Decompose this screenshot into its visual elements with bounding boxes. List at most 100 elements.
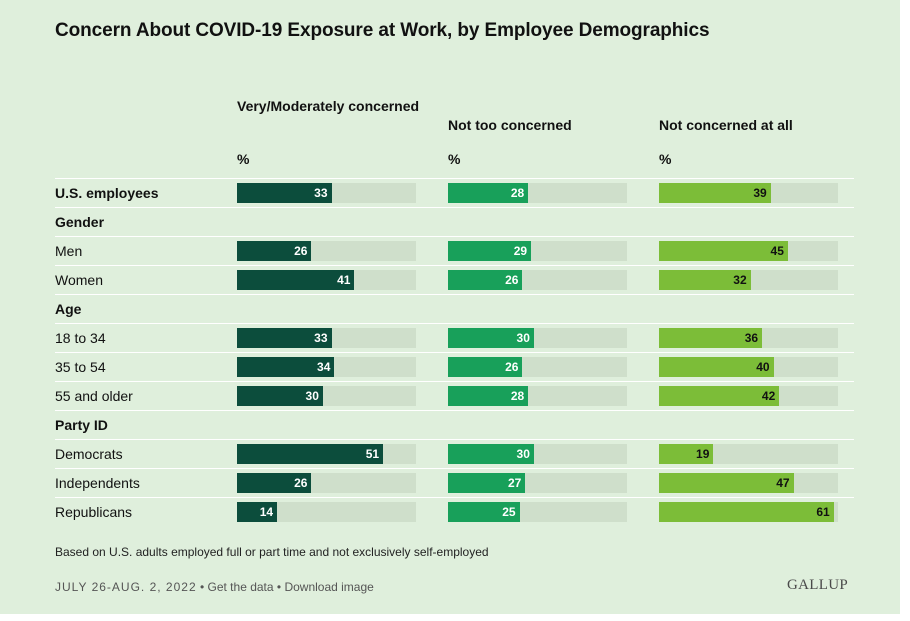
column-header-very-moderately: Very/Moderately concerned xyxy=(237,98,420,114)
bar: 42 xyxy=(659,386,780,406)
bar-track: 26 xyxy=(237,241,416,261)
bar-track: 40 xyxy=(659,357,838,377)
row-label: Democrats xyxy=(55,446,123,462)
chart-title: Concern About COVID-19 Exposure at Work,… xyxy=(55,20,710,41)
row-divider xyxy=(55,323,854,324)
row-divider xyxy=(55,439,854,440)
bar: 33 xyxy=(237,328,332,348)
footnote: Based on U.S. adults employed full or pa… xyxy=(55,545,489,559)
unit-label-not-at-all: % xyxy=(659,151,672,167)
bar-value-label: 28 xyxy=(510,389,525,403)
bar: 51 xyxy=(237,444,384,464)
survey-date: JULY 26-AUG. 2, 2022 xyxy=(55,580,197,594)
bar: 27 xyxy=(448,473,526,493)
group-header: Party ID xyxy=(55,417,108,433)
bar-value-label: 19 xyxy=(696,447,710,461)
bar-track: 41 xyxy=(237,270,416,290)
bar-track: 30 xyxy=(448,444,627,464)
bar-value-label: 42 xyxy=(761,389,776,403)
bar: 19 xyxy=(659,444,714,464)
row-divider xyxy=(55,236,854,237)
bar-track: 34 xyxy=(237,357,416,377)
bar: 30 xyxy=(237,386,323,406)
bar-value-label: 27 xyxy=(507,476,522,490)
bar: 36 xyxy=(659,328,763,348)
bar-track: 29 xyxy=(448,241,627,261)
group-header: Gender xyxy=(55,214,105,230)
bar-value-label: 26 xyxy=(505,273,519,287)
footer: JULY 26-AUG. 2, 2022 • Get the data • Do… xyxy=(55,580,374,594)
bar-track: 39 xyxy=(659,183,838,203)
bar-value-label: 41 xyxy=(337,273,351,287)
bar-track: 26 xyxy=(448,270,627,290)
group-header: Age xyxy=(55,301,82,317)
bar-value-label: 14 xyxy=(259,505,274,519)
row-divider xyxy=(55,381,854,382)
bar: 34 xyxy=(237,357,335,377)
row-divider xyxy=(55,352,854,353)
bar-track: 47 xyxy=(659,473,838,493)
bar-value-label: 30 xyxy=(516,447,530,461)
bar-value-label: 25 xyxy=(502,505,516,519)
unit-label-very-moderately: % xyxy=(237,151,250,167)
bar-track: 36 xyxy=(659,328,838,348)
row-label: U.S. employees xyxy=(55,185,159,201)
bar: 30 xyxy=(448,328,534,348)
row-label: Republicans xyxy=(55,504,133,520)
bar-value-label: 32 xyxy=(733,273,747,287)
unit-label-not-too: % xyxy=(448,151,461,167)
bar-value-label: 40 xyxy=(756,360,770,374)
bar: 14 xyxy=(237,502,278,522)
bar-track: 27 xyxy=(448,473,627,493)
bar: 33 xyxy=(237,183,332,203)
row-divider xyxy=(55,410,854,411)
bar-value-label: 33 xyxy=(314,186,328,200)
download-image-link[interactable]: • Download image xyxy=(276,580,374,594)
bar-track: 51 xyxy=(237,444,416,464)
bar: 45 xyxy=(659,241,788,261)
bar: 30 xyxy=(448,444,534,464)
bar-track: 30 xyxy=(448,328,627,348)
bar-value-label: 33 xyxy=(314,331,328,345)
bar-value-label: 30 xyxy=(305,389,319,403)
bar-track: 25 xyxy=(448,502,627,522)
bar-value-label: 28 xyxy=(510,186,525,200)
bar-track: 33 xyxy=(237,183,416,203)
bar: 32 xyxy=(659,270,751,290)
bar: 39 xyxy=(659,183,771,203)
bar-value-label: 26 xyxy=(505,360,519,374)
bar: 40 xyxy=(659,357,774,377)
bar: 26 xyxy=(448,357,523,377)
bar-track: 45 xyxy=(659,241,838,261)
bar-value-label: 39 xyxy=(753,186,767,200)
row-divider xyxy=(55,265,854,266)
bar: 29 xyxy=(448,241,532,261)
bar-track: 26 xyxy=(237,473,416,493)
bar-value-label: 34 xyxy=(317,360,331,374)
bar-track: 28 xyxy=(448,386,627,406)
bar-track: 32 xyxy=(659,270,838,290)
row-label: 35 to 54 xyxy=(55,359,106,375)
bar-track: 19 xyxy=(659,444,838,464)
bar-track: 28 xyxy=(448,183,627,203)
bar-value-label: 26 xyxy=(294,244,308,258)
bar: 26 xyxy=(237,241,312,261)
bar: 28 xyxy=(448,183,529,203)
row-divider xyxy=(55,468,854,469)
bar: 25 xyxy=(448,502,520,522)
bar-track: 26 xyxy=(448,357,627,377)
bar: 47 xyxy=(659,473,794,493)
chart-panel: Concern About COVID-19 Exposure at Work,… xyxy=(0,0,900,614)
get-data-link[interactable]: • Get the data xyxy=(199,580,274,594)
bar-track: 33 xyxy=(237,328,416,348)
bar-value-label: 45 xyxy=(770,244,784,258)
row-label: 18 to 34 xyxy=(55,330,106,346)
bar: 41 xyxy=(237,270,355,290)
column-header-not-too: Not too concerned xyxy=(448,117,572,133)
bar-value-label: 30 xyxy=(516,331,530,345)
bar-value-label: 51 xyxy=(365,447,380,461)
bar: 26 xyxy=(448,270,523,290)
bar: 61 xyxy=(659,502,834,522)
bar-value-label: 29 xyxy=(513,244,528,258)
gallup-logo: GALLUP xyxy=(787,577,848,593)
